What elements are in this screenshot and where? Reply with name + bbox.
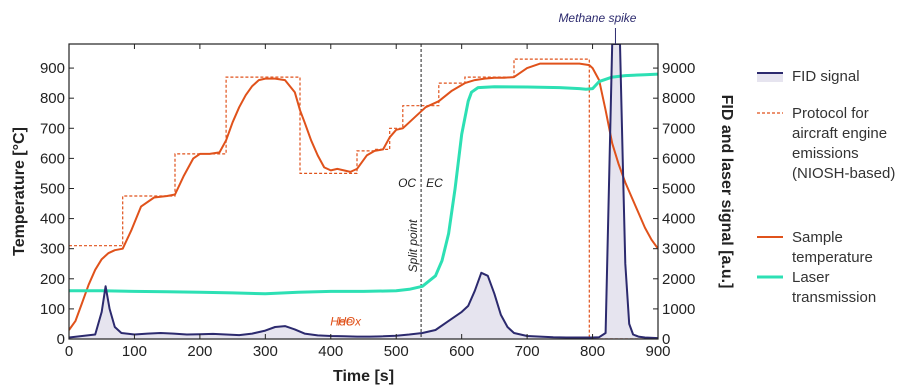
y-left-tick-label: 0 bbox=[57, 331, 65, 348]
annotation-heox: HeOx bbox=[330, 314, 362, 328]
x-axis-title: Time [s] bbox=[333, 368, 394, 385]
fid-signal-line bbox=[69, 44, 658, 339]
legend-label: Laser transmission bbox=[792, 269, 876, 306]
axes: 0 100 200 300 400 500 600 700 800 900010020030040… bbox=[11, 43, 735, 385]
plot-area bbox=[69, 44, 658, 339]
y-right-tick-label: 2000 bbox=[662, 271, 695, 288]
x-tick-label: 100 bbox=[122, 343, 147, 360]
annotation-oc: OC bbox=[398, 176, 416, 190]
y-right-tick-label: 6000 bbox=[662, 150, 695, 167]
legend: FID signal Protocol for aircraft engine emi… bbox=[757, 68, 895, 306]
y-right-tick-label: 4000 bbox=[662, 211, 695, 228]
y-left-tick-label: 400 bbox=[40, 211, 65, 228]
plot-frame bbox=[68, 43, 659, 340]
legend-swatch-fill bbox=[757, 73, 783, 82]
y-left-axis-title: Temperature [°C] bbox=[11, 127, 28, 256]
split-point-annotation: Split point bbox=[406, 219, 420, 272]
legend-label: Protocol for aircraft engine emissions (NIO… bbox=[792, 105, 895, 182]
legend-item: Protocol for aircraft engine emissions (NIO… bbox=[757, 105, 895, 182]
protocol-line bbox=[69, 58, 658, 339]
y-right-axis-title: FID and laser signal [a.u.] bbox=[718, 95, 735, 289]
sample-temperature-line bbox=[69, 62, 658, 331]
y-right-tick-label: 9000 bbox=[662, 60, 695, 77]
y-left-tick-label: 800 bbox=[40, 90, 65, 107]
legend-item: FID signal bbox=[757, 68, 860, 85]
y-right-tick-label: 3000 bbox=[662, 241, 695, 258]
x-tick-label: 300 bbox=[253, 343, 278, 360]
annotation-he: He bbox=[338, 314, 354, 328]
y-right-tick-label: 1000 bbox=[662, 301, 695, 318]
y-left-tick-label: 900 bbox=[40, 60, 65, 77]
x-tick-label: 500 bbox=[384, 343, 409, 360]
y-left-tick-label: 200 bbox=[40, 271, 65, 288]
x-tick-label: 900 bbox=[645, 343, 670, 360]
annotation-ec: EC bbox=[426, 176, 443, 190]
x-tick-label: 600 bbox=[449, 343, 474, 360]
y-left-tick-label: 700 bbox=[40, 120, 65, 137]
legend-item: Laser transmission bbox=[757, 269, 876, 306]
methane-spike-annotation: Methane spike bbox=[558, 11, 636, 25]
x-tick-label: 800 bbox=[580, 343, 605, 360]
y-right-tick-label: 8000 bbox=[662, 90, 695, 107]
y-right-tick-label: 7000 bbox=[662, 120, 695, 137]
y-right-tick-label: 5000 bbox=[662, 180, 695, 197]
y-left-tick-label: 100 bbox=[40, 301, 65, 318]
x-tick-label: 200 bbox=[187, 343, 212, 360]
x-tick-label: 0 bbox=[65, 343, 73, 360]
x-tick-label: 400 bbox=[318, 343, 343, 360]
legend-label: FID signal bbox=[792, 68, 860, 85]
y-left-tick-label: 600 bbox=[40, 150, 65, 167]
y-left-tick-label: 300 bbox=[40, 241, 65, 258]
y-left-tick-label: 500 bbox=[40, 180, 65, 197]
x-tick-label: 700 bbox=[515, 343, 540, 360]
legend-item: Sample temperature bbox=[757, 229, 873, 266]
series-group bbox=[69, 44, 658, 339]
legend-label: Sample temperature bbox=[792, 229, 873, 266]
laser-transmission-line bbox=[69, 72, 658, 296]
y-right-tick-label: 0 bbox=[662, 331, 670, 348]
